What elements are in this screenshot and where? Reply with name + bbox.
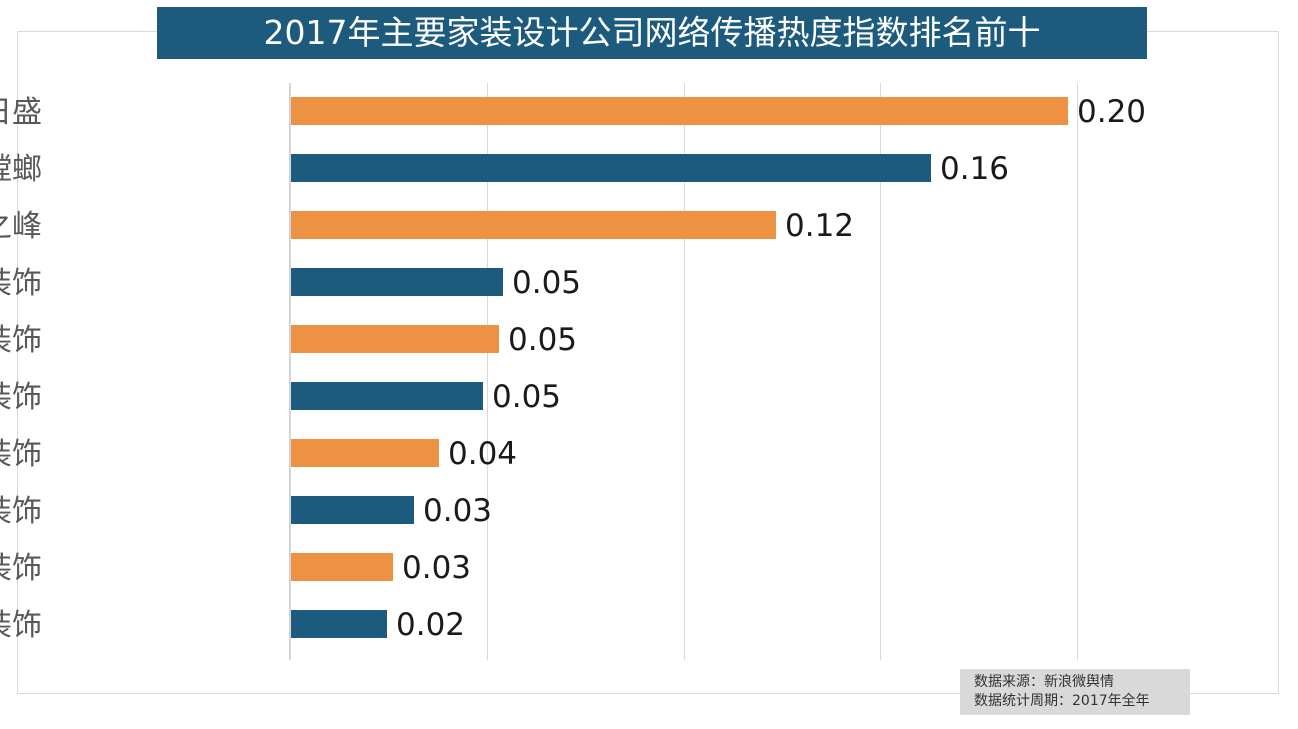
bar-value-label: 0.05 — [492, 379, 562, 415]
bar-value-label: 0.05 — [512, 265, 582, 301]
category-label: 城市人家装饰 — [0, 437, 42, 472]
bar[interactable] — [291, 553, 393, 581]
category-label: 阔达装饰 — [0, 494, 42, 529]
bar-value-label: 0.20 — [1077, 94, 1147, 130]
bar-row: 东易日盛 0.20 — [0, 84, 1146, 141]
bar[interactable] — [291, 211, 776, 239]
bar-row: 名雕装饰 0.02 — [0, 597, 1077, 654]
chart-frame — [17, 31, 1279, 694]
bar-value-label: 0.05 — [508, 322, 578, 358]
bar-row: 龙发装饰 0.05 — [0, 255, 1077, 312]
category-label: 业之峰 — [0, 209, 42, 244]
category-label: 金螳螂 — [0, 152, 42, 187]
bar-value-label: 0.16 — [940, 151, 1010, 187]
bar-row: 亚厦装饰 0.05 — [0, 369, 1077, 426]
bar-value-label: 0.03 — [423, 493, 493, 529]
value-axis-line — [289, 83, 290, 660]
category-label: 元洲装饰 — [0, 551, 42, 586]
chart-title: 2017年主要家装设计公司网络传播热度指数排名前十 — [157, 7, 1147, 59]
bar-value-label: 0.02 — [396, 607, 466, 643]
bar[interactable] — [291, 325, 499, 353]
bar[interactable] — [291, 268, 503, 296]
plot-area: 东易日盛0.20金螳螂0.16业之峰0.12龙发装饰0.05星艺装饰0.05亚厦… — [0, 83, 1146, 660]
gridline — [880, 83, 881, 660]
category-label: 东易日盛 — [0, 95, 42, 130]
bar[interactable] — [291, 439, 439, 467]
bar-value-label: 0.03 — [402, 550, 472, 586]
bar-row: 星艺装饰 0.05 — [0, 312, 1077, 369]
gridline — [1077, 83, 1078, 660]
category-label: 星艺装饰 — [0, 323, 42, 358]
bar-row: 城市人家装饰 0.04 — [0, 426, 1077, 483]
bar-row: 业之峰 0.12 — [0, 198, 1077, 255]
bar-row: 元洲装饰 0.03 — [0, 540, 1077, 597]
category-label: 龙发装饰 — [0, 266, 42, 301]
bar[interactable] — [291, 610, 387, 638]
bar-row: 阔达装饰 0.03 — [0, 483, 1077, 540]
gridline — [487, 83, 488, 660]
gridline — [290, 83, 291, 660]
source-line-1: 数据来源：新浪微舆情 — [974, 674, 1114, 690]
bar[interactable] — [291, 496, 414, 524]
category-label: 亚厦装饰 — [0, 380, 42, 415]
bar[interactable] — [291, 97, 1068, 125]
bar-row: 金螳螂 0.16 — [0, 141, 1077, 198]
source-line-2: 数据统计周期：2017年全年 — [974, 693, 1150, 709]
category-label: 名雕装饰 — [0, 608, 42, 643]
bar[interactable] — [291, 382, 483, 410]
bar-value-label: 0.04 — [448, 436, 518, 472]
source-note: 数据来源：新浪微舆情 数据统计周期：2017年全年 — [960, 669, 1190, 715]
bar-value-label: 0.12 — [785, 208, 855, 244]
gridline — [684, 83, 685, 660]
bar[interactable] — [291, 154, 931, 182]
